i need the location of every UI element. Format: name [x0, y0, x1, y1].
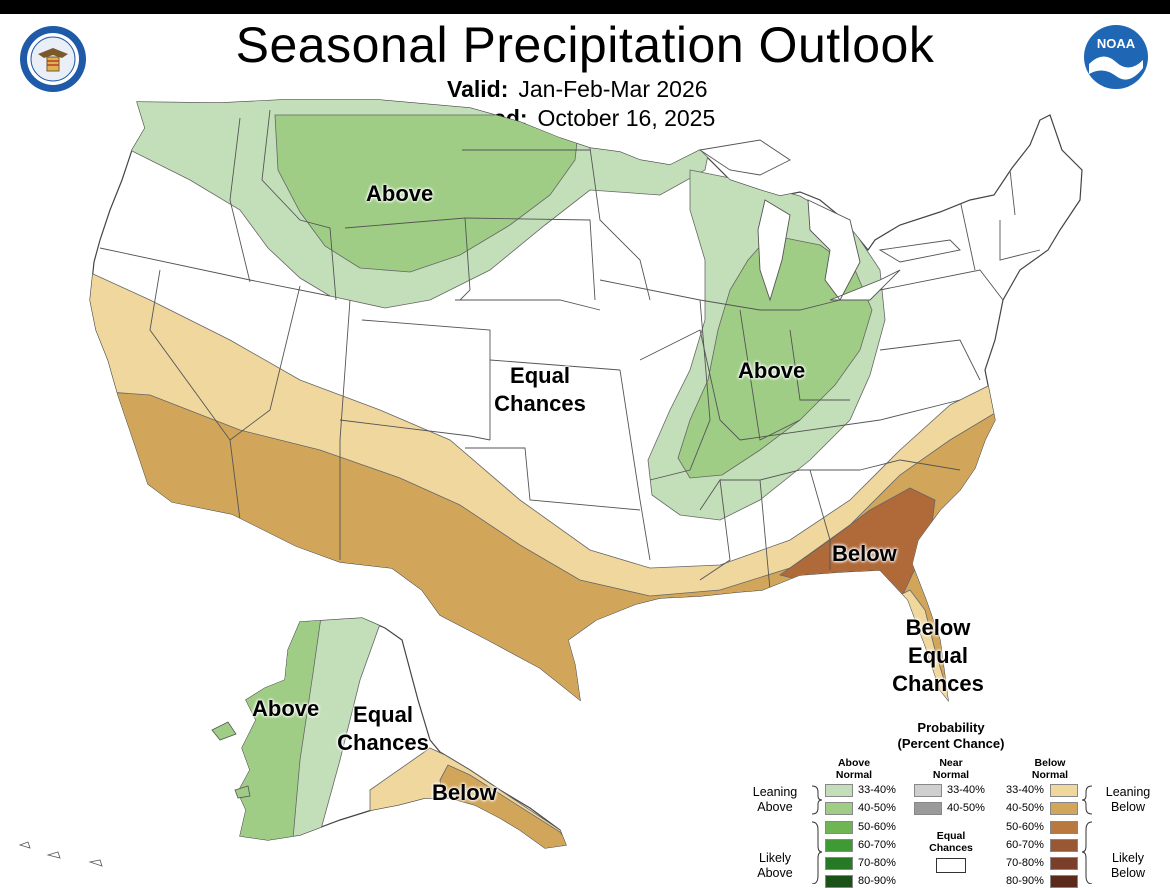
swatch-near-33-40 [914, 784, 942, 797]
label-above-alaska: Above [252, 696, 320, 721]
swatch-below-50-60 [1050, 821, 1078, 834]
aleutian-islands [211, 721, 251, 799]
label-below-southeast: Below [832, 541, 897, 566]
label-equal-alaska: Equal Chances [332, 701, 434, 757]
legend-likely-above-1: Likely [759, 851, 791, 865]
legend-head-above-1: Above [837, 757, 871, 769]
svg-text:NOAA: NOAA [1097, 36, 1136, 51]
legend-braces [811, 785, 1093, 884]
label-equal-center-line2: Chances [494, 391, 586, 416]
legend-leaning-below: Leaning Below [1100, 785, 1156, 815]
legend-likely-below: Likely Below [1100, 851, 1156, 881]
label-below-alaska: Below [432, 780, 497, 805]
great-lakes [698, 139, 961, 302]
swatch-above-40-50 [825, 802, 853, 815]
legend-head-above: Above Normal [824, 757, 884, 781]
legend-title-line2: (Percent Chance) [897, 736, 1005, 751]
legend-head-above-2: Normal [835, 769, 873, 781]
range-below-33-40: 33-40% [1006, 784, 1044, 796]
swatch-above-60-70 [825, 839, 853, 852]
label-above-ohio: Above [738, 358, 806, 383]
legend-title-line1: Probability [917, 720, 985, 735]
valid-value: Jan-Feb-Mar 2026 [518, 76, 708, 102]
legend-likely-below-1: Likely [1112, 851, 1144, 865]
legend-leaning-below-2: Below [1110, 800, 1146, 814]
range-above-50-60: 50-60% [858, 821, 896, 833]
top-bar [0, 0, 1170, 14]
legend-head-below-1: Below [1034, 757, 1066, 769]
swatch-equal-chances [936, 858, 966, 873]
label-below-florida: Below [905, 615, 971, 640]
legend-leaning-above-1: Leaning [752, 785, 798, 799]
legend-head-below: Below Normal [1020, 757, 1080, 781]
range-above-40-50: 40-50% [858, 802, 896, 814]
legend-head-near-2: Normal [932, 769, 970, 781]
legend-head-below-2: Normal [1031, 769, 1069, 781]
label-above-north: Above [366, 181, 434, 206]
noaa-logo-icon: NOAA [1084, 25, 1148, 89]
swatch-above-50-60 [825, 821, 853, 834]
label-equal-center: Equal Chances [490, 362, 590, 418]
swatch-near-40-50 [914, 802, 942, 815]
range-below-40-50: 40-50% [1006, 802, 1044, 814]
range-below-50-60: 50-60% [1006, 821, 1044, 833]
legend-equal-chances: Equal Chances [921, 830, 981, 854]
swatch-below-70-80 [1050, 857, 1078, 870]
range-above-33-40: 33-40% [858, 784, 896, 796]
valid-line: Valid: Jan-Feb-Mar 2026 [447, 76, 708, 103]
swatch-above-70-80 [825, 857, 853, 870]
label-equal-florida-line2: Chances [892, 671, 984, 696]
swatch-below-60-70 [1050, 839, 1078, 852]
range-above-70-80: 70-80% [858, 857, 896, 869]
legend-equal-1: Equal [936, 830, 966, 842]
probability-legend: Probability (Percent Chance) Above Norma… [740, 716, 1170, 888]
swatch-above-33-40 [825, 784, 853, 797]
legend-head-near-1: Near [939, 757, 963, 769]
legend-likely-above-2: Above [757, 866, 793, 880]
legend-head-near: Near Normal [921, 757, 981, 781]
legend-leaning-above: Leaning Above [748, 785, 802, 815]
range-near-40-50: 40-50% [947, 802, 985, 814]
legend-likely-below-2: Below [1110, 866, 1146, 880]
valid-label: Valid: [447, 76, 509, 102]
range-above-60-70: 60-70% [858, 839, 896, 851]
range-below-70-80: 70-80% [1006, 857, 1044, 869]
page-title: Seasonal Precipitation Outlook [235, 17, 935, 73]
zone-above-north-dark [274, 114, 581, 273]
swatch-below-33-40 [1050, 784, 1078, 797]
label-equal-alaska-line1: Equal [353, 702, 413, 727]
legend-leaning-above-2: Above [757, 800, 793, 814]
legend-leaning-below-1: Leaning [1105, 785, 1151, 799]
label-equal-center-line1: Equal [510, 363, 570, 388]
label-equal-alaska-line2: Chances [337, 730, 429, 755]
swatch-below-40-50 [1050, 802, 1078, 815]
label-equal-florida-line1: Equal [908, 643, 968, 668]
range-near-33-40: 33-40% [947, 784, 985, 796]
commerce-seal-icon [20, 26, 86, 92]
legend-title: Probability (Percent Chance) [880, 720, 1022, 752]
range-below-60-70: 60-70% [1006, 839, 1044, 851]
legend-likely-above: Likely Above [748, 851, 802, 881]
issued-value: October 16, 2025 [537, 105, 716, 131]
label-florida: Below Equal Chances [885, 614, 991, 698]
legend-equal-2: Chances [929, 842, 973, 854]
